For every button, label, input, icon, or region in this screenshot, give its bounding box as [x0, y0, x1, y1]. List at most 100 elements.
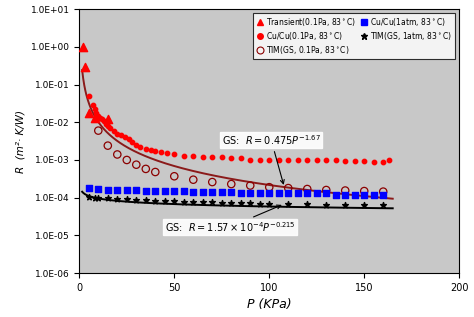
Point [85, 93, 92, 98]
Point [91, 107, 98, 112]
Point [171, 152, 178, 157]
Point [265, 158, 273, 163]
Point [152, 198, 159, 203]
Point [123, 197, 131, 202]
Point [190, 190, 197, 195]
Point [303, 202, 311, 207]
Point [152, 189, 159, 194]
Point [332, 158, 339, 163]
Point [113, 152, 121, 157]
Point [152, 170, 159, 175]
Point [91, 115, 98, 120]
Point [385, 158, 392, 163]
Point [180, 199, 188, 204]
Point [341, 202, 349, 207]
Point [322, 202, 330, 207]
Point [85, 194, 92, 199]
Point [313, 158, 320, 163]
Point [209, 190, 216, 195]
Point [294, 158, 301, 163]
Point [117, 133, 125, 138]
Point [209, 200, 216, 205]
Point [104, 143, 111, 148]
Point [303, 186, 311, 191]
Point [171, 189, 178, 194]
Point [133, 187, 140, 192]
Point [148, 148, 155, 153]
Legend: Transient(0.1Pa, 83$^\circ$C), Cu/Cu(0.1Pa, 83$^\circ$C), TIM(GS, 0.1Pa, 83$^\ci: Transient(0.1Pa, 83$^\circ$C), Cu/Cu(0.1… [254, 13, 456, 59]
Point [106, 126, 113, 131]
Point [161, 189, 169, 194]
Point [113, 131, 121, 136]
Point [171, 199, 178, 204]
Point [79, 44, 87, 49]
Point [142, 188, 150, 193]
Point [246, 191, 254, 196]
Point [96, 115, 104, 120]
Point [190, 153, 197, 158]
Point [294, 191, 301, 196]
Point [303, 158, 311, 163]
Point [209, 154, 216, 159]
Point [360, 158, 368, 163]
Point [284, 185, 292, 191]
Point [113, 187, 121, 192]
Point [379, 203, 387, 208]
Point [351, 192, 358, 197]
Point [91, 195, 98, 200]
Point [81, 64, 89, 69]
Point [246, 183, 254, 188]
Point [275, 191, 283, 196]
Point [123, 187, 131, 192]
Point [89, 103, 96, 108]
Point [370, 192, 377, 197]
Point [113, 196, 121, 201]
Point [171, 174, 178, 179]
Point [100, 118, 108, 123]
Point [218, 190, 226, 195]
Text: GS:  $R = 0.475P^{-1.67}$: GS: $R = 0.475P^{-1.67}$ [222, 133, 320, 184]
Point [104, 187, 111, 192]
Point [351, 158, 358, 163]
Point [142, 166, 150, 171]
Point [313, 191, 320, 196]
Point [228, 156, 235, 161]
Point [332, 192, 339, 197]
Point [94, 128, 102, 133]
Point [218, 200, 226, 205]
Point [284, 191, 292, 196]
Point [137, 145, 144, 150]
Point [157, 150, 165, 155]
Point [228, 200, 235, 205]
Point [341, 188, 349, 193]
Point [256, 158, 264, 163]
Point [92, 110, 100, 115]
Point [379, 192, 387, 197]
Y-axis label: R  (m²· K/W): R (m²· K/W) [15, 110, 25, 173]
Point [246, 201, 254, 206]
Point [133, 162, 140, 167]
Point [123, 158, 131, 163]
Point [370, 159, 377, 164]
Point [199, 190, 207, 195]
Point [379, 189, 387, 194]
Point [94, 113, 102, 118]
Point [104, 117, 111, 122]
Point [180, 189, 188, 194]
Point [161, 198, 169, 204]
Point [199, 154, 207, 159]
Point [265, 201, 273, 206]
Point [284, 158, 292, 163]
Point [121, 135, 129, 140]
Point [102, 121, 109, 126]
Point [218, 154, 226, 159]
Point [163, 151, 171, 156]
X-axis label: P (KPa): P (KPa) [247, 298, 292, 311]
Point [190, 177, 197, 182]
Point [265, 185, 273, 190]
Point [237, 201, 245, 206]
Point [129, 139, 137, 145]
Point [104, 196, 111, 201]
Point [379, 159, 387, 164]
Point [256, 191, 264, 196]
